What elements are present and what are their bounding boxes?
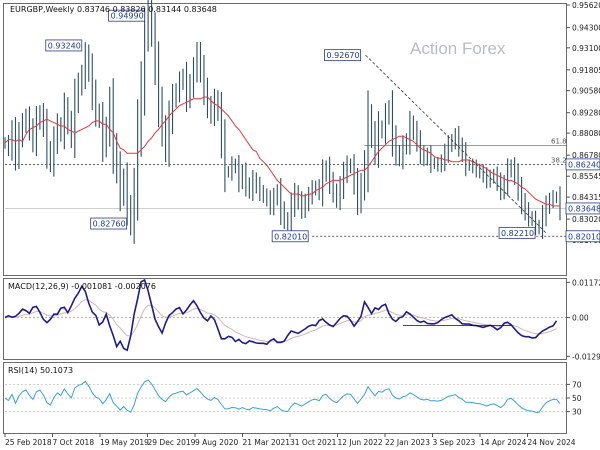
price-y-tick-label: 0.93100 [572,44,600,53]
low-2019-label-box [90,217,128,230]
high-2022-label-box [324,49,361,62]
price-y-tick-label: 0.90580 [572,87,600,96]
axis-38-2-label: 0.86240 [568,160,600,169]
moving-average-line [4,96,560,207]
macd-title: MACD(12,26,9) -0.001081 -0.002076 [8,282,156,291]
axis-low-label: 0.82010 [568,232,600,241]
high-2019-label-box [108,9,146,22]
x-tick-label: 3 Sep 2023 [433,438,476,447]
axis-low-label-box [565,230,600,243]
axis-current-price-label-box [565,202,600,215]
price-y-tick-label: 0.88080 [572,129,600,138]
macd-y-tick-label: 0.011727 [572,278,600,287]
x-tick-label: 24 Nov 2024 [528,438,576,447]
watermark: Action Forex [410,39,506,58]
trend-line [365,54,547,234]
price-title: EURGBP,Weekly 0.83746 0.83826 0.83144 0.… [10,5,217,14]
low-2022-label: 0.82010 [274,232,307,241]
price-y-tick-label: 0.91805 [572,66,600,75]
price-y-tick-label: 0.86780 [572,151,600,160]
macd-line [4,278,558,352]
rsi-title: RSI(14) 50.1073 [8,366,73,375]
price-panel: 0.95620 0.94300 0.93100 0.91805 0.90580 0.892… [4,0,600,245]
x-tick-label: 14 Apr 2024 [480,438,527,447]
price-y-tick-label: 0.95620 [572,1,600,10]
rsi-y-tick-label: 50 [572,394,582,403]
axis-current-price-label: 0.83648 [568,204,600,213]
x-tick-label: 31 Oct 2021 [290,438,337,447]
x-tick-label: 7 Oct 2018 [53,438,95,447]
x-tick-label: 29 Dec 2019 [148,438,196,447]
x-tick-label: 25 Feb 2018 [5,438,52,447]
x-tick-label: 22 Jan 2023 [385,438,430,447]
high-2019a-label: 0.93240 [48,41,81,50]
price-panel-frame [3,3,567,276]
macd-y-tick-label: 0.00 [572,314,589,323]
fib-38-2-label: 38.2 [551,156,567,164]
price-y-tick-label: 0.89280 [572,109,600,118]
fib-61-8-label: 61.8 [551,138,567,146]
high-2019-label: 0.94990 [111,12,144,21]
low-2022-label-box [271,230,309,243]
rsi-panel: 70 50 30 [4,379,582,417]
price-y-tick-label: 0.94300 [572,23,600,32]
axis-38-2-label-box [565,158,600,171]
low-2019-label: 0.82760 [93,220,126,229]
macd-signal-line [4,298,557,342]
x-tick-label: 9 Aug 2020 [195,438,238,447]
high-2019a-label-box [45,39,83,52]
low-2024-label-box [498,226,536,239]
rsi-line [4,379,561,413]
low-2024-label: 0.82210 [501,229,534,238]
price-y-tick-label: 0.84315 [572,193,600,202]
macd-panel: 0.011727 0.00 -0.012951 [4,278,600,361]
high-2022-label: 0.92670 [327,51,360,60]
price-y-tick-label: 0.83020 [572,215,600,224]
x-tick-label: 21 Mar 2021 [243,438,291,447]
x-tick-label: 19 May 2019 [100,438,149,447]
macd-y-tick-label: -0.012951 [572,352,600,361]
rsi-y-tick-label: 70 [572,380,582,389]
price-y-tick-label: 0.85545 [572,172,600,181]
x-tick-label: 12 Jun 2022 [338,438,383,447]
rsi-y-tick-label: 30 [572,408,582,417]
